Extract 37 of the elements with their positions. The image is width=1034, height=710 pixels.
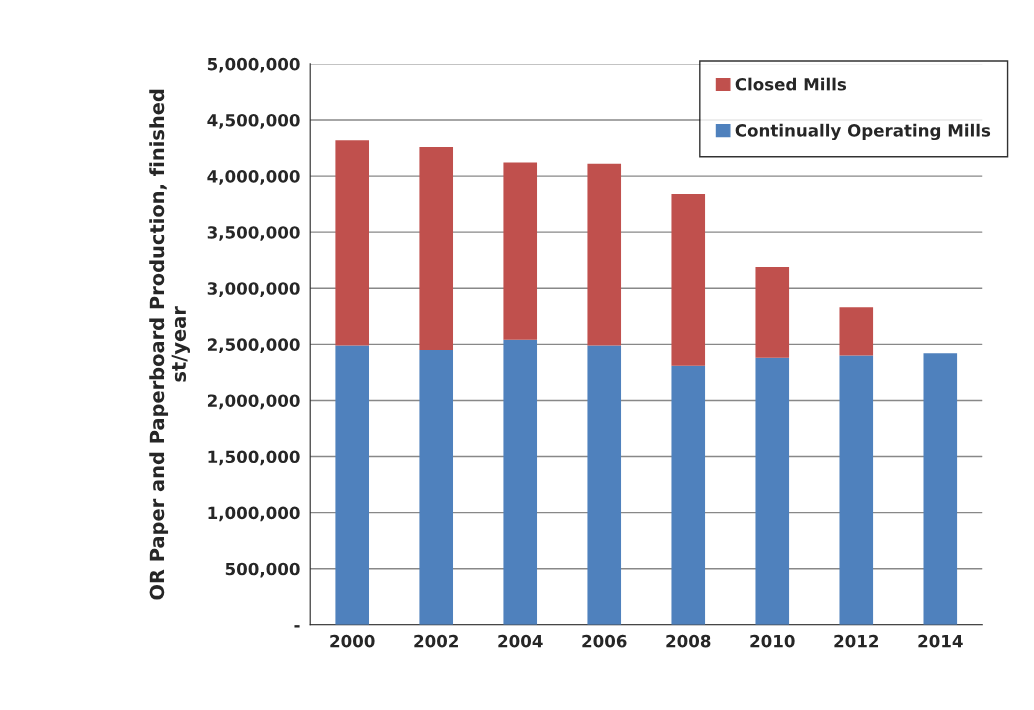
y-tick-label: 3,000,000	[207, 282, 300, 297]
y-tick-label: 2,000,000	[207, 394, 300, 410]
x-tick-label: 2002	[414, 634, 458, 648]
y-tick-label: 1,500,000	[208, 450, 300, 466]
y-tick-label: 500,000	[225, 562, 300, 578]
bar	[671, 365, 706, 625]
y-axis-title: OR Paper and Paperboard Production, finished st/year	[149, 89, 190, 600]
bar	[671, 194, 706, 366]
bar	[839, 355, 874, 625]
bar	[587, 163, 622, 346]
y-tick-label: 4,000,000	[207, 170, 300, 185]
y-tick-label: 1,000,000	[208, 506, 300, 522]
bar	[755, 266, 790, 358]
bar	[923, 353, 958, 625]
bar	[503, 339, 538, 625]
legend-label: Continually Operating Mills	[735, 123, 991, 141]
x-tick-label: 2010	[750, 634, 795, 648]
bar	[335, 345, 370, 625]
y-tick-label: 5,000,000	[207, 57, 300, 73]
y-tick-label: 4,500,000	[207, 113, 300, 129]
bar	[587, 345, 622, 625]
x-tick-label: 2012	[834, 634, 879, 648]
bar	[419, 146, 454, 350]
x-tick-label: 2008	[666, 634, 711, 648]
legend-label: Closed Mills	[735, 77, 847, 91]
x-tick-label: 2014	[918, 634, 963, 648]
y-tick-label: 2,500,000	[207, 338, 300, 354]
x-tick-label: 2006	[582, 634, 627, 648]
bar	[335, 140, 370, 346]
bar	[503, 162, 538, 340]
y-tick-label: 3,500,000	[207, 226, 300, 241]
bar	[839, 307, 874, 356]
x-tick-label: 2000	[330, 634, 375, 648]
bar	[755, 357, 790, 625]
bar	[419, 349, 454, 625]
x-tick-label: 2004	[498, 634, 543, 648]
y-tick-label: -	[294, 625, 300, 628]
